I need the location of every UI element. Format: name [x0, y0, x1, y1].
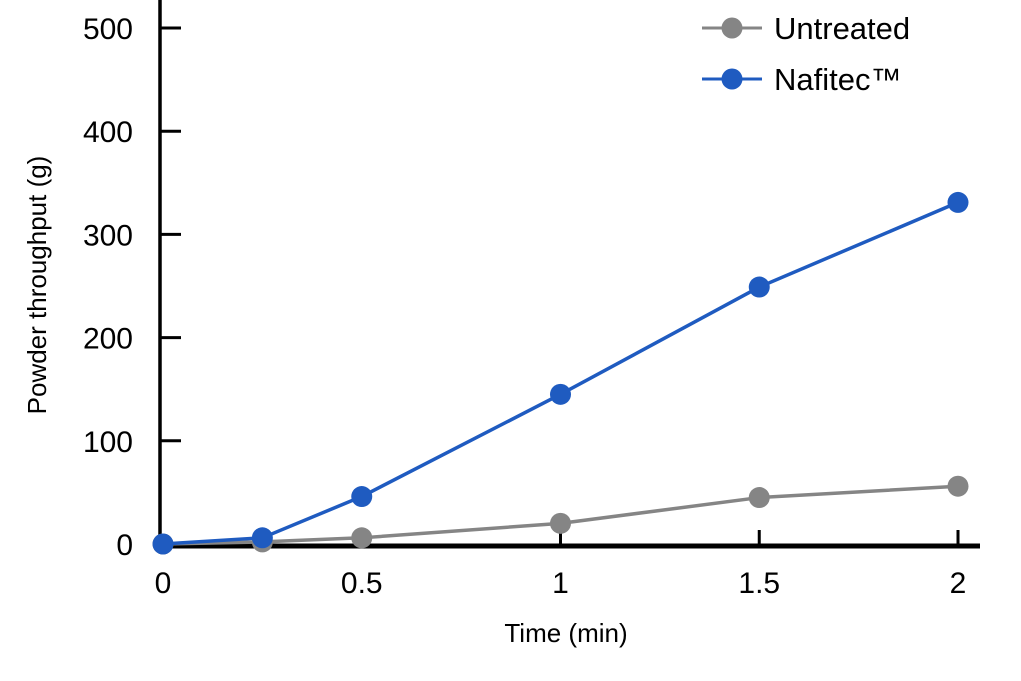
- data-point-untreated: [947, 475, 969, 497]
- data-point-nafitec: [748, 276, 770, 298]
- series-layer: [152, 191, 969, 555]
- series-line-untreated: [162, 484, 959, 546]
- legend-label-untreated: Untreated: [774, 11, 910, 46]
- data-point-nafitec: [351, 486, 373, 508]
- axes: [158, 0, 980, 549]
- data-point-untreated: [748, 487, 770, 509]
- y-tick-label: 100: [83, 426, 133, 459]
- data-point-nafitec: [947, 191, 969, 213]
- legend-label-nafitec: Nafitec™: [774, 62, 901, 97]
- x-ticks: 0 0.5 1 1.5 2: [155, 530, 967, 600]
- y-tick-label: 300: [83, 219, 133, 252]
- y-tick-label: 500: [83, 13, 133, 46]
- y-axis-title: Powder throughput (g): [22, 156, 52, 415]
- x-tick-label: 2: [950, 567, 967, 600]
- x-tick-label: 0: [155, 567, 172, 600]
- x-tick-label: 1.5: [738, 567, 780, 600]
- y-ticks: 0 100 200 300 400 500: [83, 13, 181, 562]
- y-tick-label: 200: [83, 323, 133, 356]
- data-point-nafitec: [251, 527, 273, 549]
- data-point-nafitec: [550, 383, 571, 405]
- x-tick-label: 1: [552, 567, 569, 600]
- series-line-nafitec: [162, 200, 959, 546]
- data-point-untreated: [550, 512, 571, 534]
- x-tick-label: 0.5: [341, 567, 383, 600]
- data-point-untreated: [351, 527, 373, 549]
- legend-marker-untreated: [721, 17, 743, 39]
- data-point-nafitec: [152, 533, 174, 555]
- legend: Untreated Nafitec™: [702, 11, 910, 97]
- legend-marker-nafitec: [721, 68, 743, 90]
- x-axis-title: Time (min): [504, 618, 627, 648]
- y-tick-label: 0: [116, 529, 133, 562]
- y-tick-label: 400: [83, 116, 133, 149]
